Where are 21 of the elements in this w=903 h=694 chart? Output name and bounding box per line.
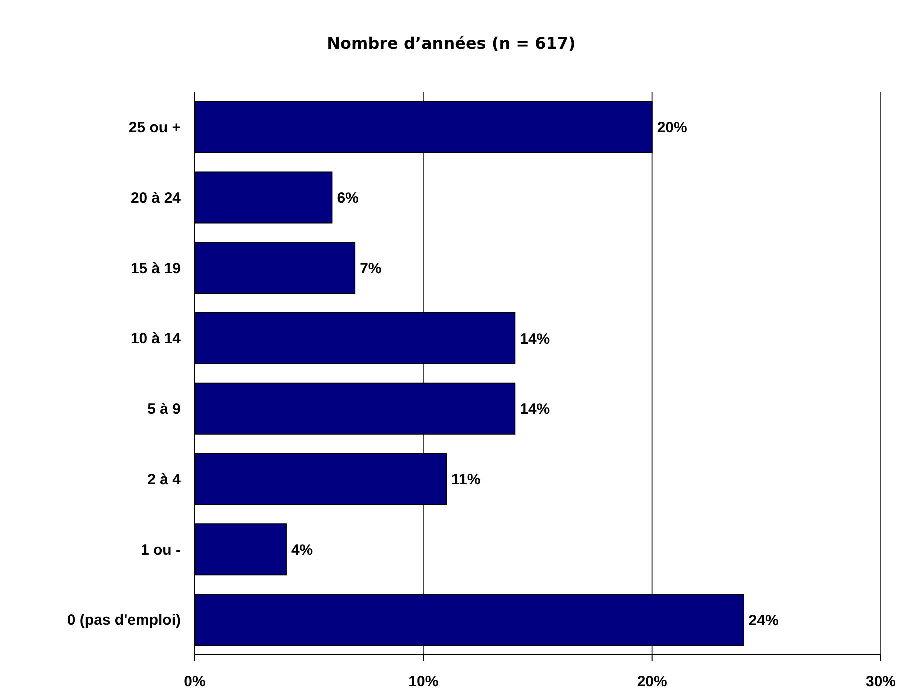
chart-title: Nombre d’années (n = 617)	[326, 34, 577, 54]
data-label: 24%	[748, 612, 779, 630]
y-tick-label: 5 à 9	[148, 401, 181, 418]
data-label: 14%	[520, 330, 550, 348]
y-tick-label: 2 à 4	[148, 471, 182, 488]
y-tick-label: 10 à 14	[130, 330, 182, 348]
data-label: 14%	[520, 401, 550, 418]
x-tick-label: 20%	[637, 674, 668, 691]
data-label: 11%	[452, 472, 481, 489]
y-tick-label: 20 à 24	[130, 190, 182, 207]
y-tick-label: 25 ou +	[128, 120, 182, 137]
y-tick-label: 1 ou -	[141, 542, 181, 559]
data-label: 7%	[360, 260, 382, 278]
data-label: 4%	[291, 542, 314, 559]
x-tick-label: 10%	[408, 674, 439, 691]
y-tick-label: 15 à 19	[130, 260, 181, 278]
x-tick-label: 30%	[866, 674, 896, 691]
data-label: 6%	[337, 190, 359, 208]
y-tick-label: 0 (pas d'emploi)	[67, 612, 181, 630]
x-tick-label: 0%	[184, 674, 206, 691]
data-label: 20%	[657, 120, 688, 137]
